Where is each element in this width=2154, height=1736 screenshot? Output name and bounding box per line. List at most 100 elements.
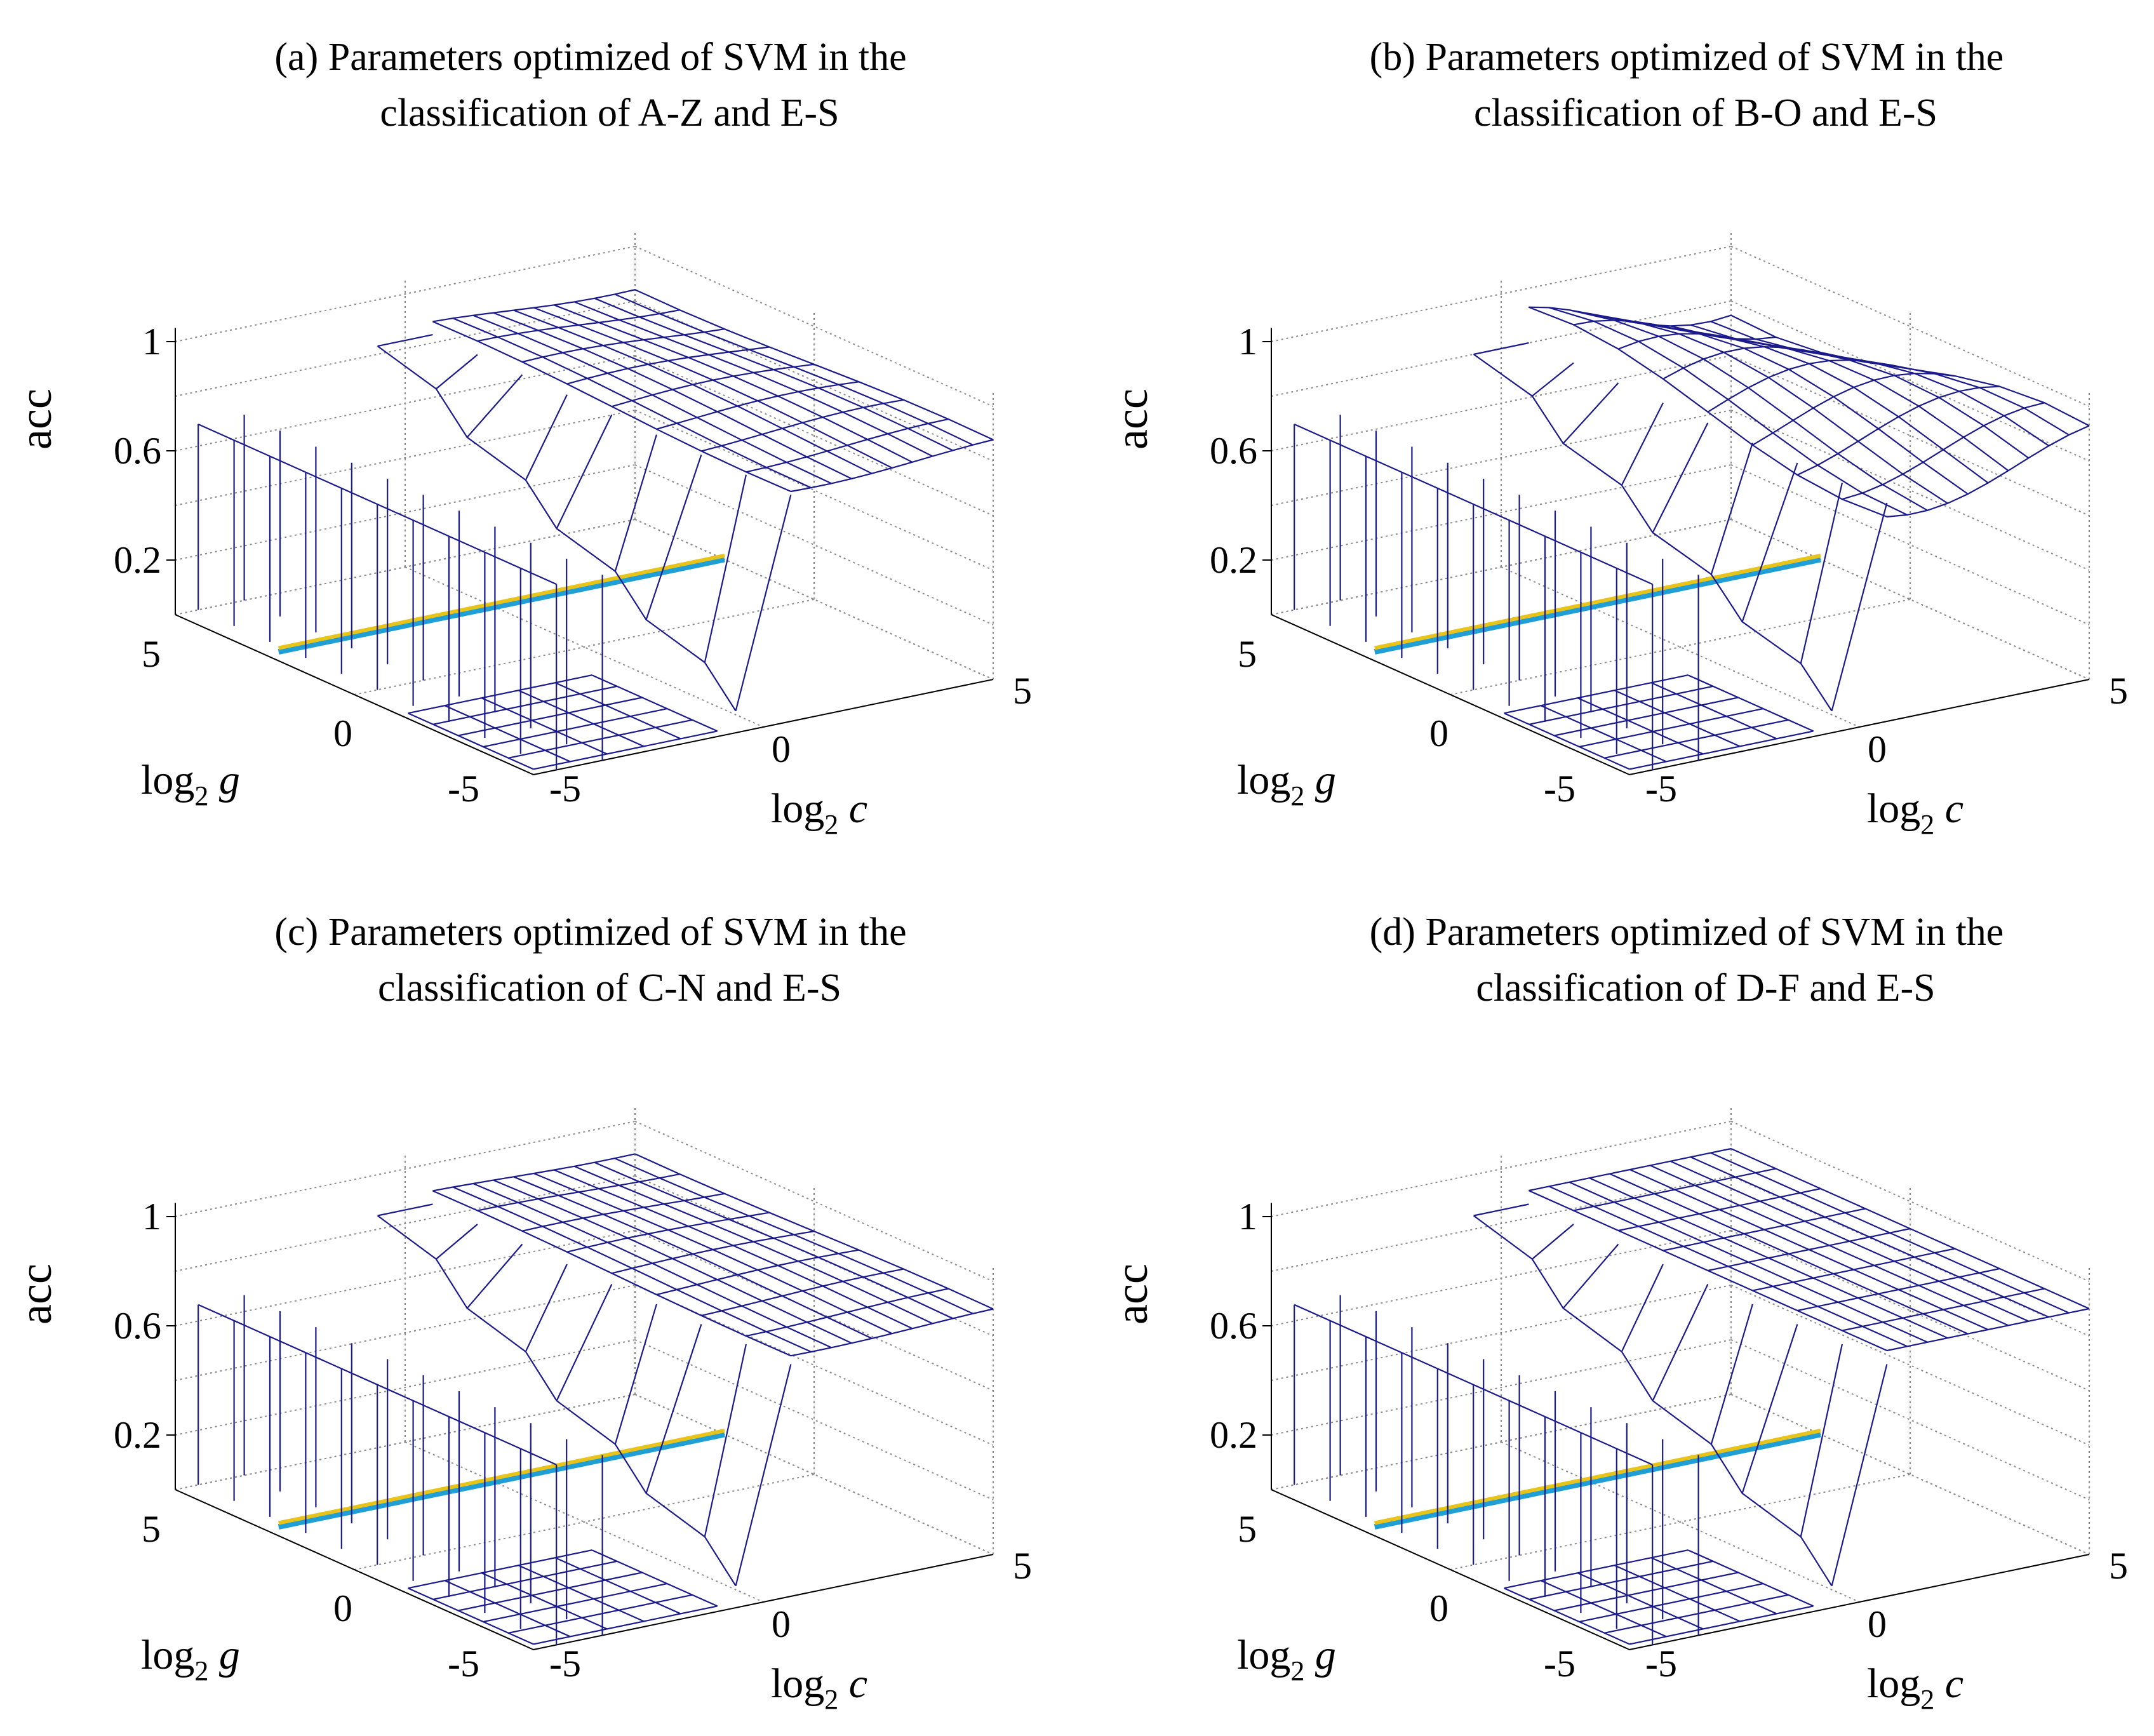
- z-tick-label: 0.6: [1210, 430, 1257, 472]
- contour-line: [1374, 554, 1821, 650]
- c-axis-line: [1629, 1554, 2090, 1650]
- grid-line: [1730, 1121, 2090, 1282]
- surface-plateau-line: [1589, 312, 1948, 504]
- c-tick-label: -5: [1645, 768, 1677, 810]
- g-tick-label: 0: [333, 1587, 352, 1629]
- surface-floor-line: [1687, 674, 1814, 732]
- c-tick-label: 0: [1868, 728, 1887, 770]
- chart-title-line2: classification of B-O and E-S: [1474, 91, 1937, 135]
- surface-floor-line: [1650, 682, 1777, 740]
- surface-plateau-line: [1842, 402, 2045, 500]
- surface-plateau-line: [791, 1308, 994, 1357]
- surface-wall-top: [1294, 1304, 1653, 1466]
- surface-ridge-line: [704, 474, 747, 663]
- z-tick-label: 0.2: [114, 1414, 161, 1456]
- surface-plateau-line: [614, 293, 973, 446]
- surface-ridge-line: [645, 1324, 702, 1494]
- surface-floor-line: [1504, 1587, 1630, 1645]
- surface-plateau-line: [1752, 372, 1955, 446]
- surface-ridge-line: [525, 394, 568, 481]
- surface-plateau-line: [1569, 309, 1928, 511]
- c-tick-label: 5: [2109, 1545, 2128, 1587]
- surface-ridge-line: [1562, 1243, 1619, 1309]
- g-axis-line: [175, 1489, 534, 1650]
- c-tick-label: -5: [549, 1643, 581, 1685]
- surface-plateau-line: [1669, 1160, 2029, 1322]
- surface-floor-line: [1554, 697, 1739, 737]
- grid-line: [1271, 464, 1732, 561]
- surface-floor-line: [1650, 1557, 1777, 1615]
- surface-plateau-line: [493, 312, 852, 479]
- surface-floor-line: [1577, 697, 1704, 755]
- grid-line: [1450, 599, 1911, 695]
- surface-ridge-line: [1562, 382, 1619, 444]
- surface-floor-line: [1541, 705, 1667, 763]
- grid-line: [634, 519, 994, 680]
- grid-line: [634, 1121, 994, 1282]
- chart-title-line2: classification of A-Z and E-S: [380, 91, 839, 135]
- c-tick-label: -5: [1645, 1643, 1677, 1685]
- surface-wall-top: [197, 1304, 557, 1466]
- z-tick-label: 0.2: [1210, 1414, 1257, 1456]
- z-tick-label: 1: [1238, 1196, 1257, 1238]
- grid-line: [634, 1339, 994, 1500]
- c-axis-label: log2 c: [771, 1660, 867, 1715]
- c-tick-label: -5: [549, 768, 581, 810]
- grid-line: [634, 464, 994, 625]
- surface-floor-line: [1629, 1605, 1814, 1645]
- surface-plateau-line: [452, 317, 812, 489]
- surface-ridge-line: [1532, 1224, 1574, 1260]
- surface-plateau-line: [1548, 307, 1908, 516]
- z-axis-label: acc: [10, 389, 61, 450]
- g-tick-label: -5: [448, 768, 479, 810]
- surface-floor-line: [518, 1565, 645, 1622]
- grid-line: [1271, 1394, 1732, 1490]
- surface-plateau-line: [573, 1165, 933, 1325]
- grid-line: [1501, 566, 1860, 728]
- grid-line: [175, 519, 636, 615]
- contour-line: [278, 1431, 725, 1530]
- grid-line: [634, 1394, 994, 1555]
- contour-line: [1374, 556, 1821, 655]
- surface-floor-line: [533, 730, 718, 770]
- grid-line: [1730, 1285, 2090, 1446]
- surface-floor-line: [458, 697, 643, 737]
- surface-floor-line: [483, 708, 667, 748]
- z-tick-label: 0.6: [114, 430, 161, 472]
- g-axis-line: [1271, 614, 1630, 775]
- surface-plateau-line: [634, 1153, 994, 1310]
- grid-line: [405, 566, 764, 728]
- grid-line: [1271, 246, 1732, 342]
- surface-floor-line: [1541, 1580, 1667, 1638]
- z-tick-label: 0.6: [1210, 1305, 1257, 1347]
- z-tick-label: 1: [142, 321, 161, 363]
- surface-floor-line: [483, 1583, 667, 1623]
- surface-floor-line: [508, 1594, 693, 1634]
- surface-floor-line: [1577, 1572, 1704, 1630]
- c-tick-label: 5: [1013, 670, 1032, 712]
- surface-floor-line: [508, 719, 693, 759]
- chart-title-line1: (d) Parameters optimized of SVM in the: [1370, 911, 2004, 954]
- surface-ridge-line: [1741, 1324, 1798, 1494]
- surface-plateau-line: [1589, 1177, 1948, 1339]
- grid-line: [175, 246, 636, 342]
- grid-line: [1730, 1175, 2090, 1337]
- surface-floor-line: [554, 682, 681, 740]
- grid-line: [1730, 1230, 2090, 1391]
- surface-floor-line: [432, 1560, 617, 1600]
- surface-ridge-line: [377, 1203, 433, 1217]
- surface-ridge-line: [436, 354, 478, 390]
- surface-floor-line: [1614, 1565, 1741, 1622]
- surface-floor-line: [591, 674, 718, 732]
- surface-floor-line: [1687, 1549, 1814, 1607]
- grid-line: [634, 410, 994, 571]
- surface-plateau-line: [1529, 306, 1732, 327]
- surface-ridge-line: [466, 374, 523, 438]
- surface-floor-line: [518, 690, 645, 747]
- surface-floor-line: [445, 1580, 571, 1638]
- surface-floor-line: [1504, 1549, 1689, 1589]
- grid-line: [1730, 1339, 2090, 1500]
- surface-floor-line: [408, 712, 534, 770]
- surface-ridge-line: [1652, 1284, 1709, 1401]
- surface-ridge-line: [1741, 462, 1798, 622]
